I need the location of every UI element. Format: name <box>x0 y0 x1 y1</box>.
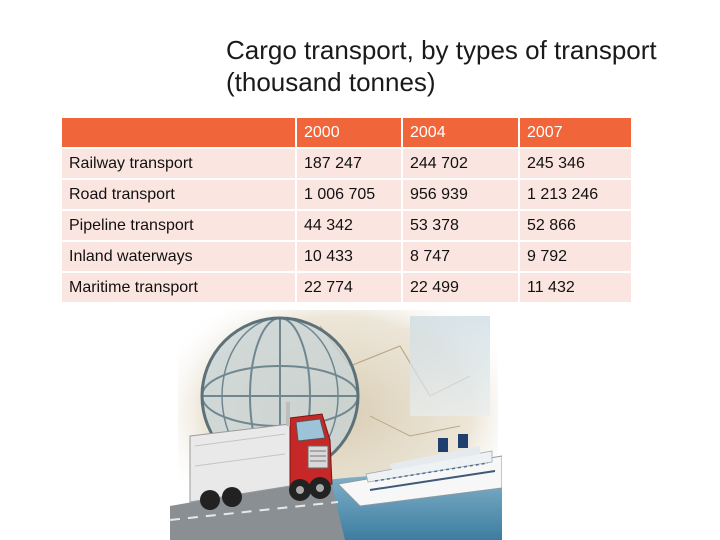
header-year-2007: 2007 <box>519 118 633 149</box>
title-line-2: (thousand tonnes) <box>226 67 436 97</box>
table-header-row: 2000 2004 2007 <box>62 118 633 149</box>
ship-icon <box>336 434 502 507</box>
table-cell: 10 433 <box>296 241 403 273</box>
table-cell: 8 747 <box>402 241 520 273</box>
table-cell: 11 432 <box>519 272 633 304</box>
truck-icon <box>189 402 333 510</box>
table-cell: 244 702 <box>402 148 520 180</box>
table-row: Inland waterways 10 433 8 747 9 792 <box>62 241 633 273</box>
table-cell: 52 866 <box>519 210 633 242</box>
title-line-1: Cargo transport, by types of transport <box>226 35 657 65</box>
table-cell: 22 774 <box>296 272 403 304</box>
table-cell: 1 213 246 <box>519 179 633 211</box>
table-row: Road transport 1 006 705 956 939 1 213 2… <box>62 179 633 211</box>
table-cell: 1 006 705 <box>296 179 403 211</box>
row-label: Maritime transport <box>62 272 297 304</box>
table-row: Pipeline transport 44 342 53 378 52 866 <box>62 210 633 242</box>
table-cell: 44 342 <box>296 210 403 242</box>
cargo-transport-table: 2000 2004 2007 Railway transport 187 247… <box>62 118 633 304</box>
header-corner-cell <box>62 118 297 149</box>
slide-title: Cargo transport, by types of transport (… <box>226 34 706 98</box>
row-label: Pipeline transport <box>62 210 297 242</box>
row-label: Inland waterways <box>62 241 297 273</box>
table-cell: 187 247 <box>296 148 403 180</box>
table-cell: 956 939 <box>402 179 520 211</box>
table-cell: 22 499 <box>402 272 520 304</box>
table-row: Maritime transport 22 774 22 499 11 432 <box>62 272 633 304</box>
transport-illustration <box>170 310 502 540</box>
table-cell: 245 346 <box>519 148 633 180</box>
header-year-2000: 2000 <box>296 118 403 149</box>
table-cell: 9 792 <box>519 241 633 273</box>
row-label: Road transport <box>62 179 297 211</box>
header-year-2004: 2004 <box>402 118 520 149</box>
table-cell: 53 378 <box>402 210 520 242</box>
row-label: Railway transport <box>62 148 297 180</box>
table-row: Railway transport 187 247 244 702 245 34… <box>62 148 633 180</box>
